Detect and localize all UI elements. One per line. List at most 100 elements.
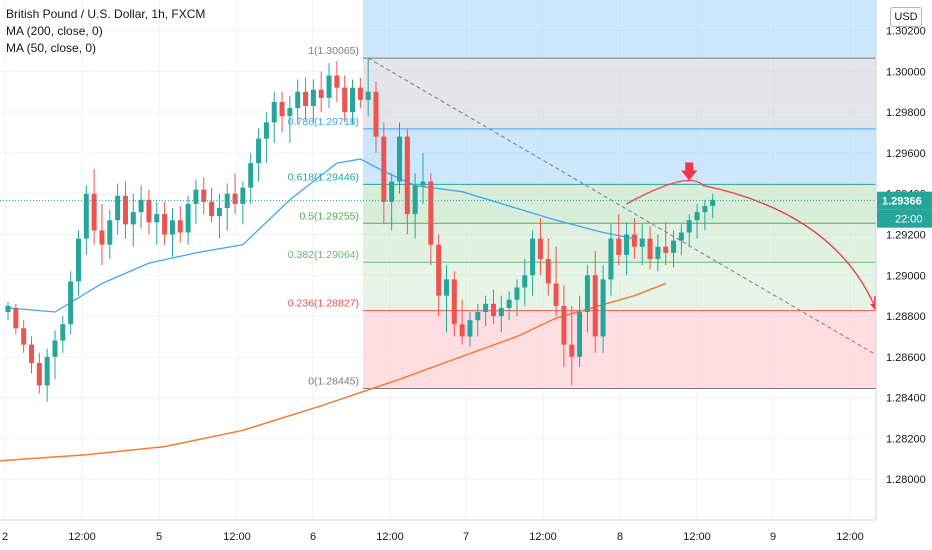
candle-body	[91, 193, 97, 231]
candle-body	[122, 195, 128, 225]
candle-body	[99, 230, 105, 245]
candle-body	[373, 91, 379, 137]
candle-body	[21, 328, 27, 345]
price-axis-label: 1.29200	[886, 230, 926, 242]
time-axis-label: 2	[2, 531, 8, 543]
candle-body	[389, 181, 395, 202]
fib-zone	[363, 58, 876, 129]
candle-body	[60, 324, 66, 341]
candle-body	[256, 138, 262, 164]
price-axis-label: 1.29600	[886, 148, 926, 160]
price-axis-label: 1.28000	[886, 474, 926, 486]
candle-body	[624, 234, 630, 255]
time-axis-label: 12:00	[836, 531, 864, 543]
candle-body	[710, 199, 716, 206]
candle-body	[83, 193, 89, 239]
time-axis-label: 12:00	[68, 531, 96, 543]
candle-body	[216, 208, 222, 217]
candle-body	[162, 214, 168, 235]
candle-body	[506, 299, 512, 308]
current-price-tag	[877, 191, 932, 210]
price-axis-label: 1.28400	[886, 393, 926, 405]
candle-body	[232, 193, 238, 204]
candle-body	[404, 136, 410, 215]
candle-body	[36, 362, 42, 386]
candle-body	[428, 181, 434, 245]
fib-zone	[363, 128, 876, 185]
fib-zone-extension	[363, 0, 876, 59]
candle-body	[694, 212, 700, 221]
candle-body	[350, 87, 356, 113]
candle-body	[483, 303, 489, 312]
candle-body	[303, 91, 309, 107]
candle-body	[169, 220, 175, 235]
candle-body	[577, 312, 583, 357]
fib-zone	[363, 184, 876, 224]
candle-body	[68, 281, 74, 325]
candle-body	[420, 181, 426, 186]
candle-body	[357, 87, 363, 100]
candle-body	[584, 275, 590, 312]
time-axis-label: 12:00	[376, 531, 404, 543]
currency-button[interactable]: USD	[890, 7, 922, 27]
candle-body	[154, 214, 160, 223]
fib-level-label: 1(1.30065)	[308, 45, 359, 57]
candle-body	[608, 238, 614, 280]
current-price-label: 1.29366	[882, 196, 922, 208]
time-axis-label: 12:00	[683, 531, 711, 543]
candle-body	[44, 356, 50, 386]
time-axis-label: 7	[463, 531, 469, 543]
price-axis-label: 1.28800	[886, 311, 926, 323]
candle-body	[569, 344, 575, 357]
candle-body	[342, 87, 348, 113]
candle-body	[310, 89, 316, 107]
fib-level-label: 0.786(1.29718)	[288, 116, 359, 128]
candle-body	[678, 232, 684, 241]
candle-body	[498, 307, 504, 317]
candle-body	[381, 136, 387, 202]
candle-body	[115, 195, 121, 221]
down-arrow-icon	[681, 162, 698, 181]
chart-legend: British Pound / U.S. Dollar, 1h, FXCM MA…	[6, 6, 205, 57]
time-axis-label: 6	[310, 531, 316, 543]
candle-body	[177, 220, 183, 233]
price-axis-label: 1.30200	[886, 26, 926, 38]
price-axis-label: 1.30000	[886, 66, 926, 78]
countdown-label: 22:00	[895, 214, 923, 226]
candle-body	[616, 238, 622, 255]
candle-body	[240, 187, 246, 204]
candle-body	[138, 199, 144, 213]
candle-body	[631, 234, 637, 247]
ma200-line	[0, 282, 666, 462]
candle-body	[248, 163, 254, 188]
candle-body	[459, 324, 465, 337]
candle-body	[655, 246, 661, 259]
ma50-line	[7, 158, 635, 313]
candle-body	[75, 238, 81, 282]
candle-body	[146, 199, 152, 223]
fib-level-label: 0(1.28445)	[308, 375, 359, 387]
candle-body	[451, 279, 457, 325]
fib-level-label: 0.5(1.29255)	[299, 210, 359, 222]
candle-body	[224, 193, 230, 208]
candle-body	[436, 244, 442, 296]
candle-body	[545, 258, 551, 284]
candle-body	[671, 240, 677, 253]
candle-body	[663, 246, 669, 253]
ma200-legend: MA (200, close, 0)	[6, 24, 103, 38]
candle-body	[287, 108, 293, 117]
price-axis-bg	[876, 0, 932, 550]
candle-body	[592, 275, 598, 337]
candle-body	[475, 312, 481, 321]
candles-group	[5, 59, 716, 402]
time-axis-label: 5	[156, 531, 162, 543]
candle-body	[334, 75, 340, 88]
time-axis-label: 9	[770, 531, 776, 543]
candle-body	[561, 305, 567, 345]
time-axis-label: 12:00	[223, 531, 251, 543]
time-axis-label: 8	[617, 531, 623, 543]
symbol-title: British Pound / U.S. Dollar, 1h, FXCM	[6, 7, 206, 21]
fib-zone	[363, 310, 876, 389]
